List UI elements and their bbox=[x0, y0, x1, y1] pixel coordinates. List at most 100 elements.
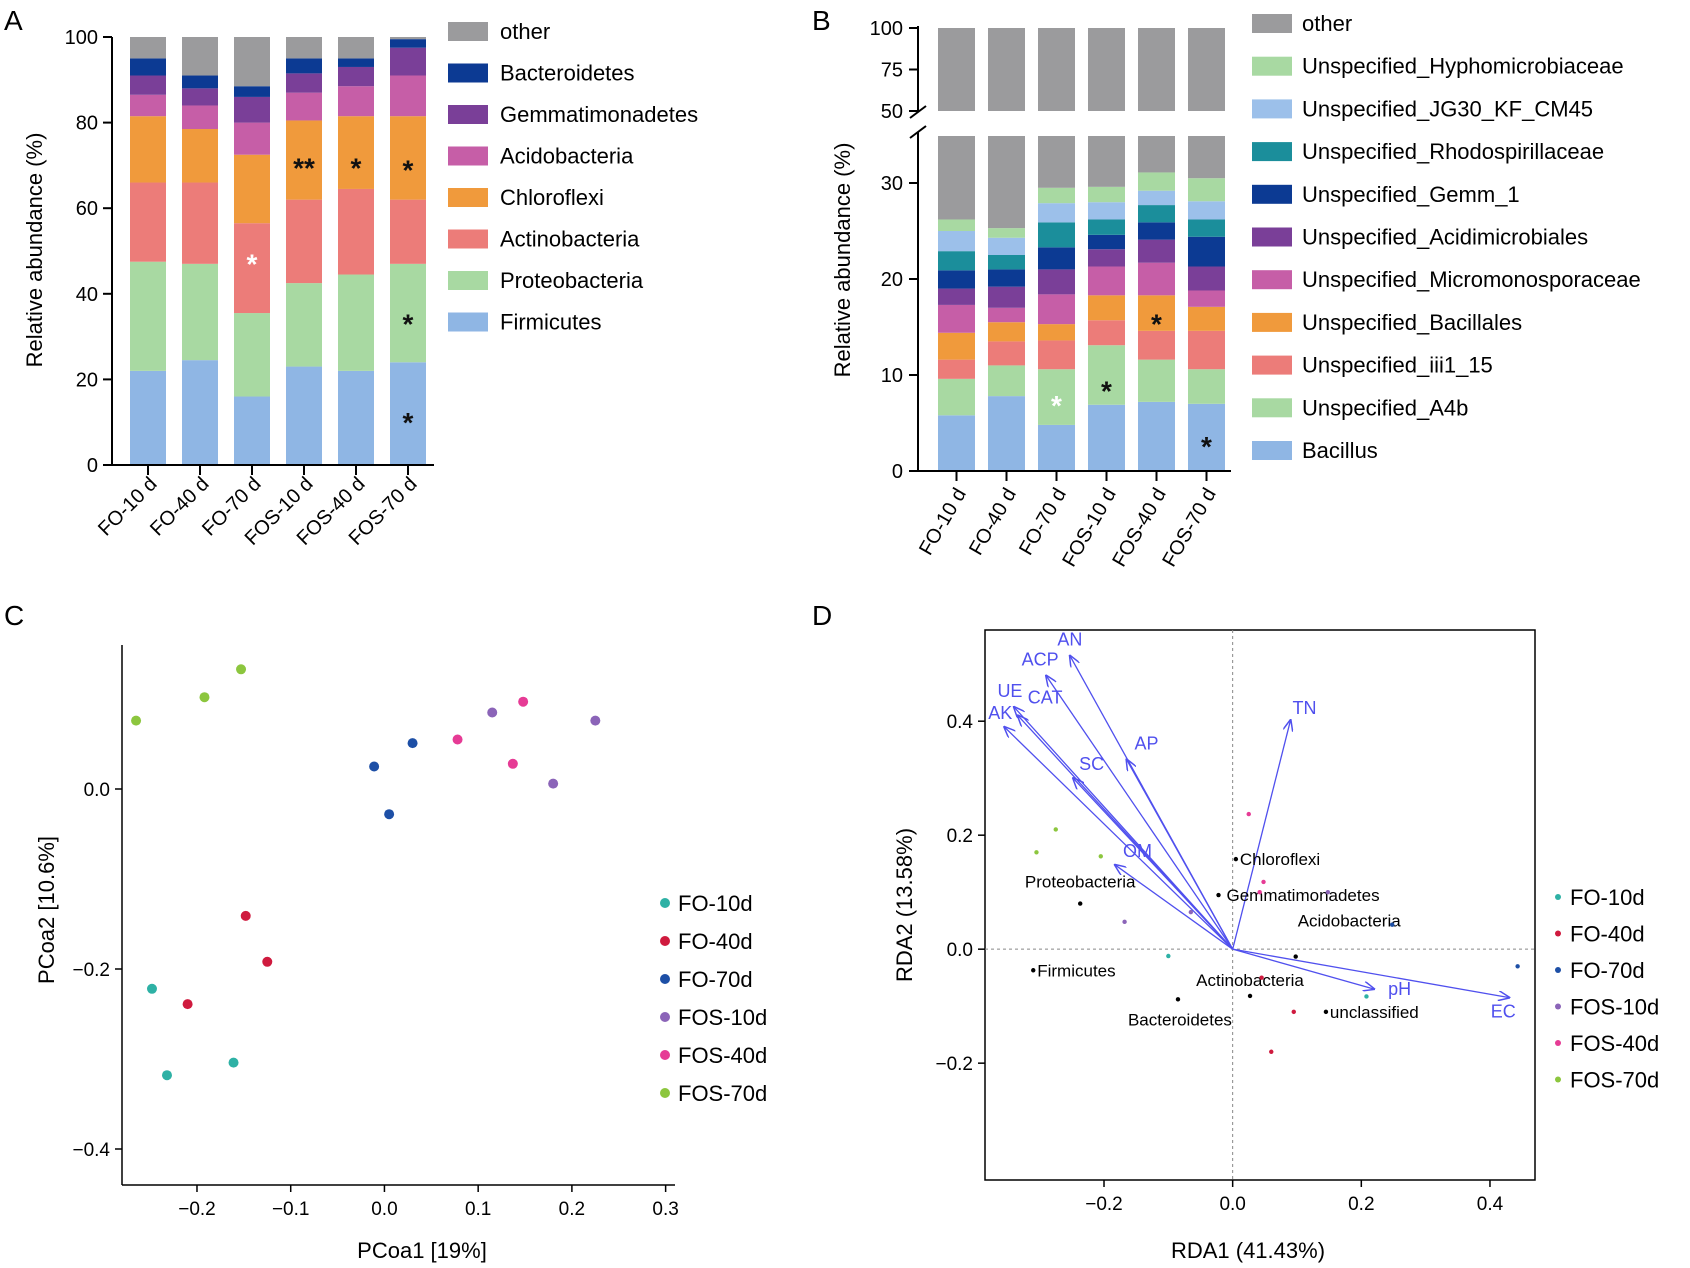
legend-label-d-fos-70d: FOS-70d bbox=[1570, 1068, 1659, 1093]
bar-b-unspecified-rhodospirillaceae-fos-10-d bbox=[1088, 219, 1125, 235]
sample-point-d-fo-40d bbox=[1269, 1049, 1274, 1054]
bar-b-other-lower-fos-40-d bbox=[1138, 136, 1175, 173]
legend-label-b-other: other bbox=[1302, 11, 1352, 36]
arrow-label-d-an: AN bbox=[1057, 630, 1082, 650]
legend-marker-d-fo-40d bbox=[1555, 930, 1561, 937]
bar-a-proteobacteria-fo-40-d bbox=[182, 263, 218, 361]
x-tick-label-d: −0.2 bbox=[1085, 1194, 1123, 1215]
bar-b-unspecified-iii1-15-fo-10-d bbox=[938, 359, 975, 379]
bar-b-bacillus-fos-40-d bbox=[1138, 401, 1175, 471]
legend-marker-d-fo-70d bbox=[1555, 967, 1561, 973]
panel-label-b: B bbox=[812, 5, 831, 36]
y-axis-title-d: RDA2 (13.58%) bbox=[892, 828, 917, 982]
bar-b-other-upper-fo-70-d bbox=[1038, 28, 1075, 111]
bar-a-acidobacteria-fos-40-d bbox=[338, 86, 374, 117]
legend-label-b-unspecified-rhodospirillaceae: Unspecified_Rhodospirillaceae bbox=[1302, 139, 1604, 164]
legend-label-d-fos-10d: FOS-10d bbox=[1570, 995, 1659, 1020]
legend-label-c-fos-40d: FOS-40d bbox=[678, 1043, 767, 1068]
bar-b-unspecified-micromonosporaceae-fos-10-d bbox=[1088, 266, 1125, 296]
bar-b-other-upper-fos-70-d bbox=[1188, 28, 1225, 111]
taxon-label-d-chloroflexi: Chloroflexi bbox=[1240, 850, 1320, 869]
bar-b-unspecified-iii1-15-fos-40-d bbox=[1138, 330, 1175, 360]
bar-a-bacteroidetes-fo-10-d bbox=[130, 58, 166, 76]
legend-label-c-fo-70d: FO-70d bbox=[678, 967, 753, 992]
legend-swatch-b-unspecified-bacillales bbox=[1252, 312, 1292, 332]
legend-swatch-b-unspecified-jg30-kf-cm45 bbox=[1252, 99, 1292, 119]
bar-a-bacteroidetes-fo-70-d bbox=[234, 86, 270, 97]
y-tick-label-b: 20 bbox=[881, 269, 903, 291]
legend-label-c-fos-10d: FOS-10d bbox=[678, 1005, 767, 1030]
legend-swatch-a-gemmatimonadetes bbox=[448, 105, 488, 124]
y-axis-title-b: Relative abundance (%) bbox=[830, 143, 855, 378]
sample-point-d-fos-70d bbox=[1053, 827, 1058, 832]
legend-label-d-fo-10d: FO-10d bbox=[1570, 885, 1645, 910]
legend-swatch-b-unspecified-gemm-1 bbox=[1252, 184, 1292, 204]
sample-point-d-fo-10d bbox=[1166, 953, 1171, 959]
legend-swatch-b-unspecified-iii1-15 bbox=[1252, 355, 1292, 375]
bar-b-bacillus-fos-70-d bbox=[1188, 403, 1225, 471]
bar-a-actinobacteria-fos-40-d bbox=[338, 188, 374, 275]
legend-label-a-actinobacteria: Actinobacteria bbox=[500, 227, 640, 252]
bar-a-bacteroidetes-fos-40-d bbox=[338, 58, 374, 67]
arrow-d-ph bbox=[1232, 948, 1375, 989]
legend-swatch-b-bacillus bbox=[1252, 441, 1292, 460]
x-tick-label-b: FO-40 d bbox=[965, 485, 1021, 560]
bar-b-unspecified-micromonosporaceae-fo-10-d bbox=[938, 304, 975, 333]
point-c-fo-70d bbox=[384, 809, 395, 820]
significance-mark-a: * bbox=[403, 308, 414, 339]
bar-a-firmicutes-fo-40-d bbox=[182, 360, 218, 465]
y-tick-label-b: 30 bbox=[881, 173, 903, 195]
sample-point-d-fo-40d bbox=[1259, 975, 1264, 980]
arrow-d-acp bbox=[1046, 676, 1234, 950]
point-c-fo-40d bbox=[240, 910, 251, 921]
bar-b-bacillus-fo-40-d bbox=[988, 396, 1025, 471]
plot-frame-d bbox=[984, 629, 1536, 1181]
legend-label-b-unspecified-bacillales: Unspecified_Bacillales bbox=[1302, 310, 1522, 335]
bar-b-bacillus-fo-10-d bbox=[938, 415, 975, 471]
bar-a-acidobacteria-fo-70-d bbox=[234, 122, 270, 155]
legend-label-d-fo-70d: FO-70d bbox=[1570, 958, 1645, 983]
point-c-fo-70d bbox=[369, 761, 380, 772]
point-c-fos-10d bbox=[487, 707, 498, 718]
y-tick-label-d: 0.4 bbox=[947, 712, 974, 733]
arrow-label-d-acp: ACP bbox=[1022, 650, 1059, 670]
legend-marker-c-fo-70d bbox=[660, 974, 670, 984]
x-tick-label-c: 0.2 bbox=[559, 1199, 585, 1220]
taxon-point-d-acidobacteria bbox=[1293, 954, 1298, 959]
arrow-d-ap bbox=[1127, 759, 1234, 950]
point-c-fo-10d bbox=[161, 1070, 172, 1081]
bar-a-proteobacteria-fos-40-d bbox=[338, 274, 374, 371]
y-axis-title-c: PCoa2 [10.6%] bbox=[34, 836, 59, 984]
legend-label-a-gemmatimonadetes: Gemmatimonadetes bbox=[500, 102, 698, 127]
legend-label-a-acidobacteria: Acidobacteria bbox=[500, 144, 634, 169]
bar-b-unspecified-rhodospirillaceae-fos-40-d bbox=[1138, 205, 1175, 223]
arrow-label-d-ap: AP bbox=[1135, 733, 1159, 753]
legend-swatch-b-other bbox=[1252, 14, 1292, 33]
legend-label-c-fo-10d: FO-10d bbox=[678, 891, 753, 916]
bar-b-other-upper-fo-10-d bbox=[938, 28, 975, 111]
sample-point-d-fos-10d bbox=[1188, 909, 1194, 915]
bar-a-bacteroidetes-fos-70-d bbox=[390, 39, 426, 48]
bar-b-unspecified-rhodospirillaceae-fo-70-d bbox=[1038, 222, 1075, 248]
bar-a-other-fo-10-d bbox=[130, 37, 166, 59]
y-tick-label-a: 0 bbox=[87, 455, 98, 477]
y-tick-label-d: 0.0 bbox=[947, 940, 973, 961]
sample-point-d-fos-40d bbox=[1261, 879, 1266, 885]
significance-mark-a: ** bbox=[293, 152, 315, 183]
bar-b-bacillus-fo-70-d bbox=[1038, 424, 1075, 471]
point-c-fos-10d bbox=[548, 778, 559, 789]
bar-a-firmicutes-fo-70-d bbox=[234, 396, 270, 465]
point-c-fo-10d bbox=[146, 983, 157, 994]
legend-label-b-unspecified-acidimicrobiales: Unspecified_Acidimicrobiales bbox=[1302, 225, 1588, 250]
taxon-point-d-unclassified bbox=[1323, 1009, 1329, 1015]
legend-marker-c-fo-10d bbox=[660, 898, 670, 908]
legend-label-a-bacteroidetes: Bacteroidetes bbox=[500, 61, 635, 86]
x-tick-label-c: 0.3 bbox=[652, 1199, 678, 1220]
point-c-fos-40d bbox=[452, 734, 463, 745]
bar-a-gemmatimonadetes-fo-40-d bbox=[182, 88, 218, 106]
taxon-point-d-actinobacteria bbox=[1247, 993, 1253, 999]
significance-mark-a: * bbox=[403, 154, 414, 185]
arrow-d-sc bbox=[1073, 778, 1234, 950]
bar-b-unspecified-gemm-1-fo-70-d bbox=[1038, 247, 1075, 270]
legend-swatch-b-unspecified-hyphomicrobiaceae bbox=[1252, 56, 1292, 76]
